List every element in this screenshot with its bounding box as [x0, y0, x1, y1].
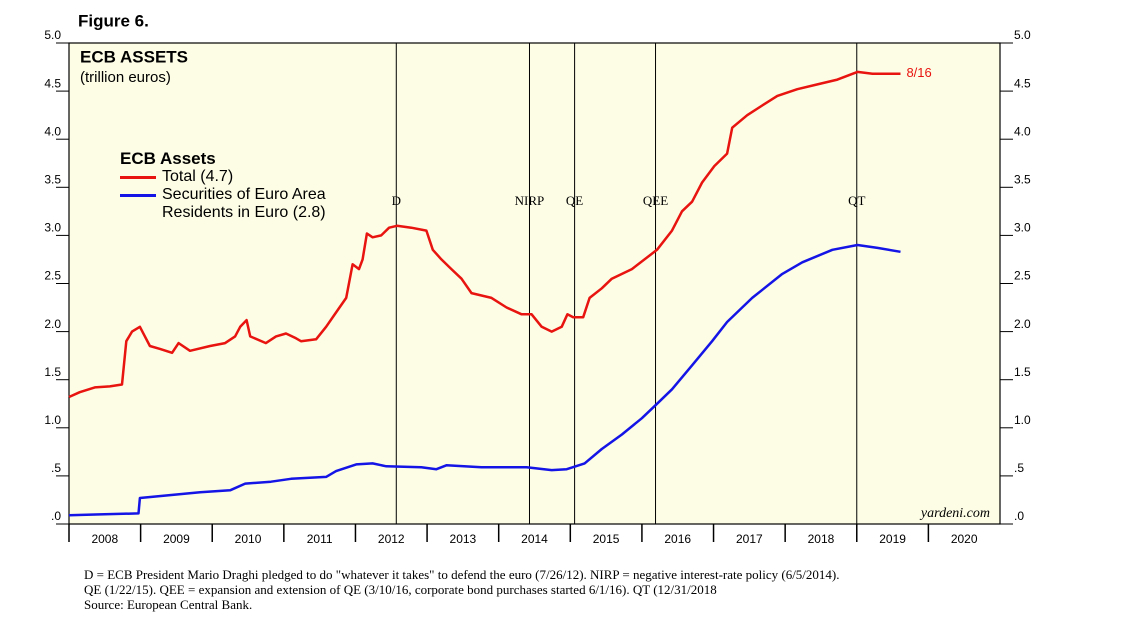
legend-label: Total (4.7) — [162, 168, 234, 185]
watermark: yardeni.com — [919, 506, 990, 521]
legend-item: Total (4.7) — [120, 168, 342, 186]
footnote: D = ECB President Mario Draghi pledged t… — [84, 567, 840, 582]
event-label: QEE — [643, 193, 668, 208]
x-tick-label: 2017 — [736, 532, 763, 546]
end-label: 8/16 — [906, 65, 931, 80]
y2-tick-label: 3.5 — [1014, 172, 1031, 186]
plot-area — [68, 42, 1001, 525]
y-tick-label: 5.0 — [44, 28, 61, 42]
y2-tick-label: 4.5 — [1014, 76, 1031, 90]
x-tick-label: 2016 — [664, 532, 691, 546]
event-label: D — [392, 193, 401, 208]
legend-swatch — [120, 194, 156, 197]
y-tick-label: 4.0 — [44, 124, 61, 138]
footnote: QE (1/22/15). QEE = expansion and extens… — [84, 582, 717, 597]
x-tick-label: 2020 — [951, 532, 978, 546]
y2-tick-label: .0 — [1014, 509, 1024, 523]
x-tick-label: 2019 — [879, 532, 906, 546]
event-label: QT — [848, 193, 865, 208]
legend: ECB Assets Total (4.7) Securities of Euro… — [120, 150, 360, 222]
x-tick-label: 2011 — [307, 532, 333, 546]
legend-label: Securities of Euro Area Residents in Eur… — [162, 186, 326, 221]
event-label: QE — [566, 193, 583, 208]
chart: Figure 6. ECB ASSETS (trillion euros) yard… — [44, 11, 1031, 546]
x-tick-label: 2009 — [163, 532, 190, 546]
y2-tick-label: 1.0 — [1014, 413, 1031, 427]
y2-tick-label: .5 — [1014, 461, 1024, 475]
legend-title: ECB Assets — [120, 149, 216, 168]
legend-swatch — [120, 176, 156, 179]
x-tick-label: 2008 — [91, 532, 118, 546]
y-tick-label: 3.5 — [44, 172, 61, 186]
x-tick-label: 2014 — [521, 532, 548, 546]
y-tick-label: 2.0 — [44, 317, 61, 331]
y-tick-label: 3.0 — [44, 221, 61, 235]
chart-subtitle: (trillion euros) — [80, 69, 171, 86]
event-label: NIRP — [515, 193, 545, 208]
y-tick-label: 4.5 — [44, 76, 61, 90]
series-line — [68, 70, 901, 399]
y2-tick-label: 5.0 — [1014, 28, 1031, 42]
x-tick-label: 2012 — [378, 532, 405, 546]
y2-tick-label: 2.0 — [1014, 317, 1031, 331]
x-tick-label: 2013 — [450, 532, 477, 546]
series-line — [68, 243, 901, 517]
y-tick-label: .5 — [51, 461, 61, 475]
y2-tick-label: 4.0 — [1014, 124, 1031, 138]
y2-tick-label: 1.5 — [1014, 365, 1031, 379]
footnotes: D = ECB President Mario Draghi pledged t… — [84, 567, 840, 612]
x-tick-label: 2010 — [235, 532, 262, 546]
x-tick-label: 2015 — [593, 532, 620, 546]
chart-title: ECB ASSETS — [80, 47, 188, 66]
legend-item: Securities of Euro Area Residents in Eur… — [120, 186, 342, 222]
y2-tick-label: 2.5 — [1014, 269, 1031, 283]
y-tick-label: 2.5 — [44, 269, 61, 283]
figure-label: Figure 6. — [78, 11, 149, 30]
footnote: Source: European Central Bank. — [84, 597, 253, 612]
y-tick-label: .0 — [51, 509, 61, 523]
y-tick-label: 1.5 — [44, 365, 61, 379]
x-tick-label: 2018 — [808, 532, 835, 546]
y-tick-label: 1.0 — [44, 413, 61, 427]
y2-tick-label: 3.0 — [1014, 221, 1031, 235]
